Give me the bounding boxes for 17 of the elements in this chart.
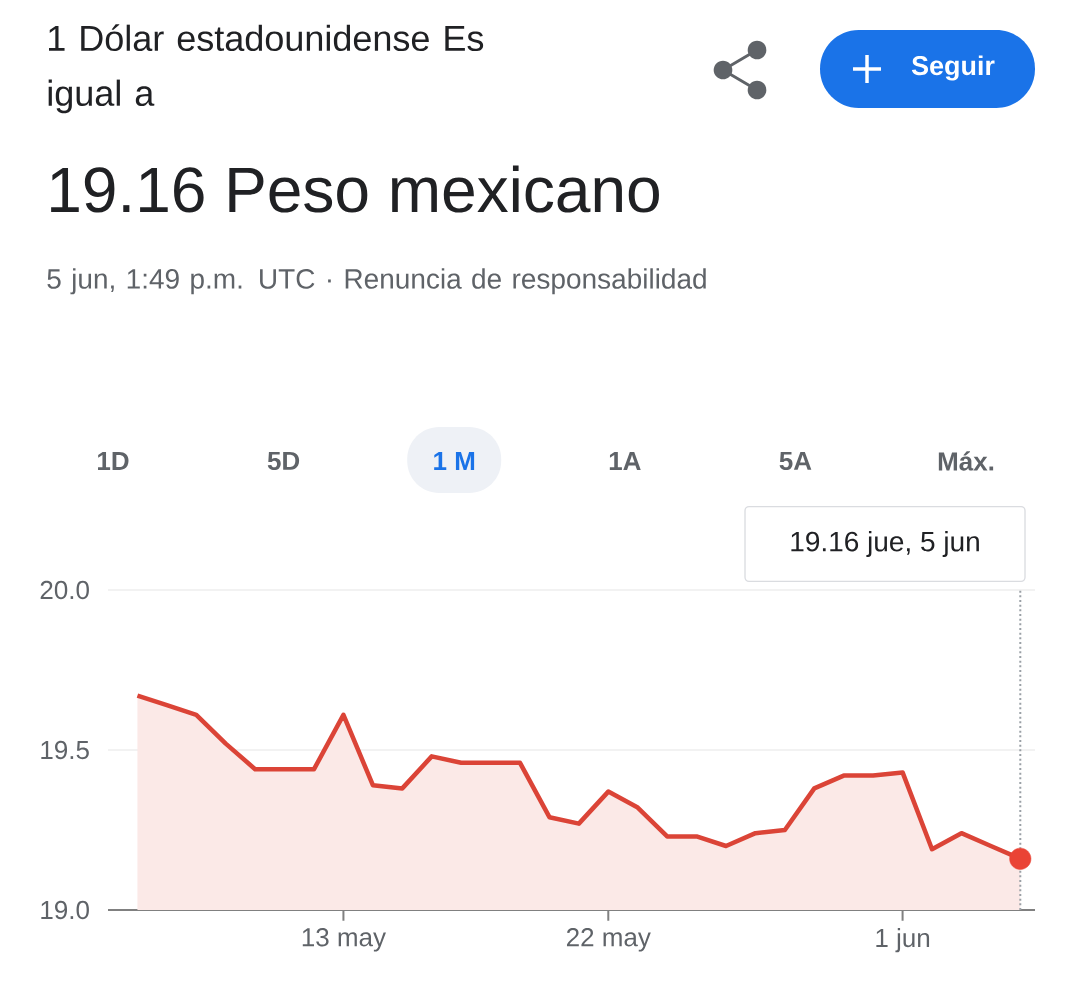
x-tick-label: 22 may (566, 928, 651, 952)
text: 1 M (434, 452, 475, 470)
text: 5D (267, 451, 300, 471)
text: 19.16 jue, 5 jun (791, 530, 979, 558)
chart-subtitle: 19.16 Peso mexicano (51, 165, 659, 213)
text: 1D (98, 452, 129, 470)
x-tick-label: 1 jun (876, 928, 930, 953)
text: 5 jun, 1:49 p.m. UTC · Renuncia de responsabilidad (47, 268, 706, 295)
y-tick-label: 19.5 (41, 740, 89, 760)
x-tick-label: 13 may (302, 928, 386, 952)
text: 5A (779, 451, 812, 471)
text: Máx. (938, 451, 994, 471)
y-tick-label: 19.0 (41, 900, 89, 920)
chart-title: 1 Dólar estadounidense Es igual a (48, 24, 484, 114)
y-tick-label: 20.0 (40, 580, 89, 600)
text: 1A (609, 452, 641, 470)
text: Seguir (911, 55, 995, 81)
